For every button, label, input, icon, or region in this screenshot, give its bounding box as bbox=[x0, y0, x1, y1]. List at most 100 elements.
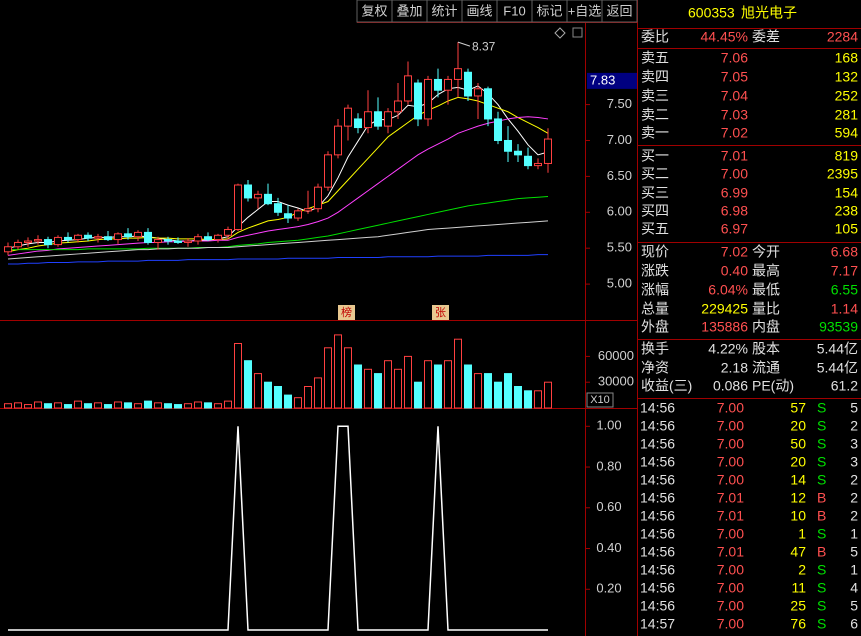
candle-body bbox=[494, 118, 502, 141]
quote-cell: 7.00 bbox=[717, 580, 744, 596]
quote-cell: 14:56 bbox=[640, 562, 675, 578]
y-tick-label: 5.50 bbox=[607, 240, 632, 255]
quote-cell: 7.17 bbox=[831, 263, 858, 279]
y-tick-label: 6.00 bbox=[607, 204, 632, 219]
quote-cell: 今开 bbox=[752, 244, 780, 260]
candle-body bbox=[544, 138, 552, 164]
quote-cell: 卖三 bbox=[641, 88, 669, 104]
candle-body bbox=[214, 234, 222, 241]
candle-body bbox=[354, 118, 362, 129]
toolbar-label[interactable]: 复权 bbox=[361, 3, 387, 18]
quote-cell: 7.01 bbox=[717, 544, 744, 560]
quote-cell: 7.01 bbox=[717, 490, 744, 506]
quote-cell: 买三 bbox=[641, 185, 669, 201]
quote-cell: 7.00 bbox=[717, 418, 744, 434]
quote-cell: 4.22% bbox=[708, 341, 748, 357]
quote-cell: 1 bbox=[850, 526, 858, 542]
quote-cell: 44.45% bbox=[701, 29, 748, 45]
quote-cell: 238 bbox=[835, 203, 859, 219]
quote-cell: 2.18 bbox=[721, 360, 748, 376]
marker: 榜 bbox=[341, 305, 352, 319]
candle-body bbox=[434, 78, 442, 91]
candle-body bbox=[514, 150, 522, 156]
volume-bar bbox=[84, 403, 92, 409]
quote-cell: S bbox=[817, 418, 826, 434]
quote-cell: 7.03 bbox=[721, 107, 748, 123]
candle-body bbox=[304, 208, 312, 212]
quote-cell: 总量 bbox=[641, 301, 669, 317]
volume-bar bbox=[524, 390, 532, 409]
volume-bar bbox=[434, 364, 442, 409]
volume-bar bbox=[474, 373, 482, 409]
volume-bar bbox=[304, 386, 312, 409]
volume-bar bbox=[104, 404, 112, 409]
volume-bar bbox=[424, 360, 432, 409]
candle-body bbox=[164, 239, 172, 242]
quote-cell: 14:56 bbox=[640, 526, 675, 542]
toolbar-label[interactable]: 标记 bbox=[536, 3, 562, 18]
candle-body bbox=[284, 213, 292, 219]
quote-cell: 0.40 bbox=[721, 263, 748, 279]
marker: 张 bbox=[435, 306, 446, 319]
quote-cell: 涨跌 bbox=[641, 263, 669, 279]
marker-box bbox=[432, 305, 449, 320]
moving-average bbox=[7, 116, 549, 256]
quote-cell: 14:57 bbox=[640, 616, 675, 632]
marker-box bbox=[338, 305, 355, 320]
toolbar-label[interactable]: 画线 bbox=[466, 3, 492, 18]
volume-bar bbox=[34, 401, 42, 409]
volume-bar bbox=[404, 355, 412, 409]
diamond-icon bbox=[554, 27, 566, 39]
candle-body bbox=[254, 193, 262, 199]
quote-cell: S bbox=[817, 436, 826, 452]
candle-body bbox=[54, 236, 62, 246]
volume-bar bbox=[294, 397, 302, 409]
volume-bar bbox=[64, 404, 72, 409]
quote-cell: 7.00 bbox=[717, 562, 744, 578]
candle-body bbox=[24, 240, 32, 243]
quote-cell: 252 bbox=[835, 88, 859, 104]
candle-body bbox=[314, 186, 322, 210]
quote-cell: 7.00 bbox=[717, 598, 744, 614]
toolbar-label[interactable]: +自选 bbox=[568, 3, 602, 18]
quote-cell: 2 bbox=[850, 490, 858, 506]
quote-cell: PE(动) bbox=[752, 378, 794, 394]
volume-bar bbox=[134, 403, 142, 409]
volume-bar bbox=[464, 364, 472, 409]
candle-body bbox=[64, 236, 72, 241]
quote-cell: B bbox=[817, 544, 826, 560]
candle-body bbox=[74, 234, 82, 241]
max-pointer bbox=[457, 41, 471, 47]
volume-bar bbox=[354, 364, 362, 409]
volume-bar bbox=[254, 373, 262, 409]
quote-cell: 7.02 bbox=[721, 244, 748, 260]
candle-body bbox=[114, 233, 122, 241]
y-tick-label: 6.50 bbox=[607, 168, 632, 183]
toolbar-label[interactable]: 叠加 bbox=[396, 3, 422, 18]
quote-cell: 买二 bbox=[641, 166, 669, 182]
y-tick-label: 0.60 bbox=[596, 499, 621, 514]
volume-bar bbox=[364, 368, 372, 409]
volume-bar bbox=[194, 401, 202, 409]
candle-body bbox=[454, 68, 462, 80]
toolbar-label[interactable]: F10 bbox=[503, 3, 525, 18]
indicator-line bbox=[8, 425, 548, 631]
toolbar-label[interactable]: 返回 bbox=[606, 3, 632, 18]
candle-body bbox=[414, 82, 422, 120]
quote-cell: 10 bbox=[790, 508, 806, 524]
toolbar-label[interactable]: 统计 bbox=[431, 3, 457, 18]
quote-cell: 7.05 bbox=[721, 69, 748, 85]
quote-cell: 132 bbox=[835, 69, 859, 85]
unit-box bbox=[586, 392, 614, 408]
moving-average bbox=[8, 195, 549, 251]
volume-bar bbox=[14, 402, 22, 409]
quote-cell: 7.00 bbox=[717, 616, 744, 632]
quote-cell: 6.68 bbox=[831, 244, 858, 260]
toolbar-button[interactable] bbox=[601, 0, 638, 23]
volume-bar bbox=[144, 400, 152, 409]
quote-cell: 50 bbox=[790, 436, 806, 452]
candle-body bbox=[444, 78, 452, 91]
volume-bar bbox=[94, 402, 102, 409]
volume-bar bbox=[44, 403, 52, 409]
quote-cell: 7.00 bbox=[717, 436, 744, 452]
